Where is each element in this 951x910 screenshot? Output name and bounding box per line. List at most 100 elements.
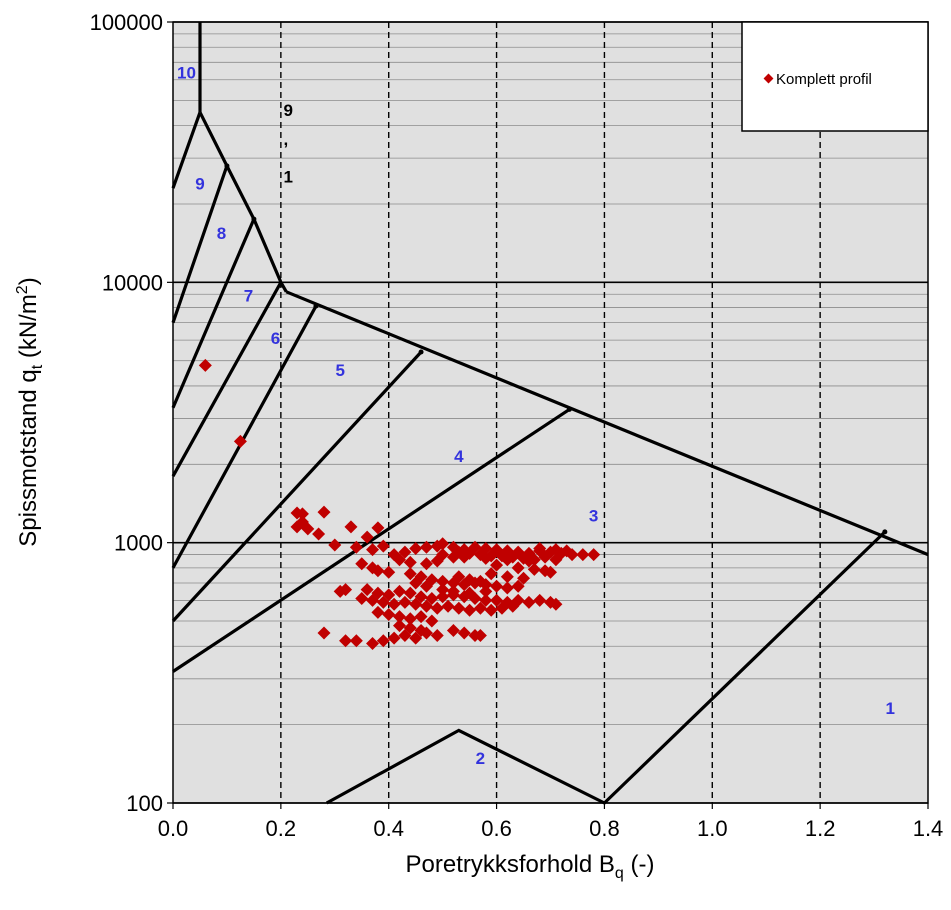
data-point (409, 576, 423, 590)
data-point (484, 567, 498, 581)
data-point (500, 581, 514, 595)
data-point (511, 579, 525, 593)
data-point (560, 544, 574, 558)
data-point (436, 583, 450, 597)
data-point (506, 550, 520, 564)
data-point (522, 595, 536, 609)
zone-boundary-line (172, 408, 571, 673)
data-point (398, 595, 412, 609)
data-point (371, 564, 385, 578)
data-point (360, 583, 374, 597)
data-point (538, 550, 552, 564)
data-point (490, 579, 504, 593)
data-point (511, 561, 525, 575)
data-point (441, 599, 455, 613)
data-point (473, 601, 487, 615)
zone-boundaries (171, 22, 929, 805)
x-tick-label: 0.8 (589, 816, 620, 841)
data-point (517, 571, 531, 585)
zone-boundary-line (171, 281, 283, 477)
data-point (409, 631, 423, 645)
legend-entry: Komplett profil (776, 71, 872, 88)
data-point (425, 614, 439, 628)
data-point (317, 505, 331, 519)
data-point (576, 548, 590, 562)
zone-boundary-line (285, 290, 929, 557)
data-point (409, 541, 423, 555)
zone-label: 1 (886, 699, 895, 718)
plot-area (173, 22, 928, 803)
y-tick-label: 10000 (102, 270, 163, 295)
data-point (403, 586, 417, 600)
zone-label: 10 (177, 63, 196, 82)
annotation-label: 9 (284, 101, 293, 120)
plot-frame (172, 21, 929, 804)
data-point (339, 634, 353, 648)
data-point (366, 593, 380, 607)
data-point (376, 634, 390, 648)
data-point (233, 434, 247, 448)
data-point (549, 543, 563, 557)
zone-label: 4 (454, 447, 464, 466)
x-tick-label: 1.2 (805, 816, 836, 841)
data-point (549, 553, 563, 567)
data-point (349, 634, 363, 648)
zone-boundary-line (171, 218, 256, 409)
data-point (414, 610, 428, 624)
x-tick-label: 0.2 (266, 816, 297, 841)
data-point (371, 605, 385, 619)
legend-box (741, 21, 929, 132)
data-point (333, 584, 347, 598)
data-point (371, 521, 385, 535)
annotation-label: 1 (284, 167, 293, 186)
data-point (473, 548, 487, 562)
data-point (506, 599, 520, 613)
legend: Komplett profil (741, 21, 929, 132)
boundary-knot (882, 529, 888, 535)
data-point (355, 592, 369, 606)
data-point (393, 584, 406, 598)
zone-boundary-line (171, 305, 318, 569)
zone-boundary-line (171, 350, 423, 623)
annotation-label: , (284, 130, 289, 149)
data-point (527, 553, 541, 567)
annotations: 9,1 (284, 101, 293, 187)
data-point (382, 565, 396, 579)
data-point (484, 603, 498, 617)
data-point (387, 631, 401, 645)
data-point (393, 610, 406, 624)
data-point (349, 540, 363, 554)
boundary-knot (418, 349, 424, 355)
boundary-knot (566, 406, 572, 412)
y-axis-title: Spissmotstand qt (kN/m2) (14, 277, 46, 546)
data-point (500, 570, 514, 584)
data-point (398, 545, 412, 559)
data-point (393, 619, 406, 633)
legend-marker (763, 73, 774, 84)
data-point (517, 551, 531, 565)
data-point (587, 548, 601, 562)
data-point (301, 522, 315, 536)
data-point (425, 592, 439, 606)
data-point (376, 595, 390, 609)
zone-label: 6 (271, 329, 280, 348)
data-point (463, 573, 477, 587)
data-point (495, 601, 509, 615)
zone-boundary-line (171, 165, 229, 324)
data-point (387, 597, 401, 611)
data-point (436, 537, 450, 551)
data-point (198, 358, 212, 372)
data-point (290, 520, 304, 534)
data-point (436, 574, 450, 588)
data-point (452, 570, 466, 584)
data-point (527, 562, 541, 576)
data-points (198, 358, 601, 650)
y-tick-label: 100000 (90, 10, 163, 35)
data-point (419, 599, 433, 613)
data-point (317, 626, 331, 640)
data-point (382, 607, 396, 621)
x-tick-label: 1.0 (697, 816, 728, 841)
data-point (533, 541, 547, 555)
data-point (403, 612, 417, 626)
